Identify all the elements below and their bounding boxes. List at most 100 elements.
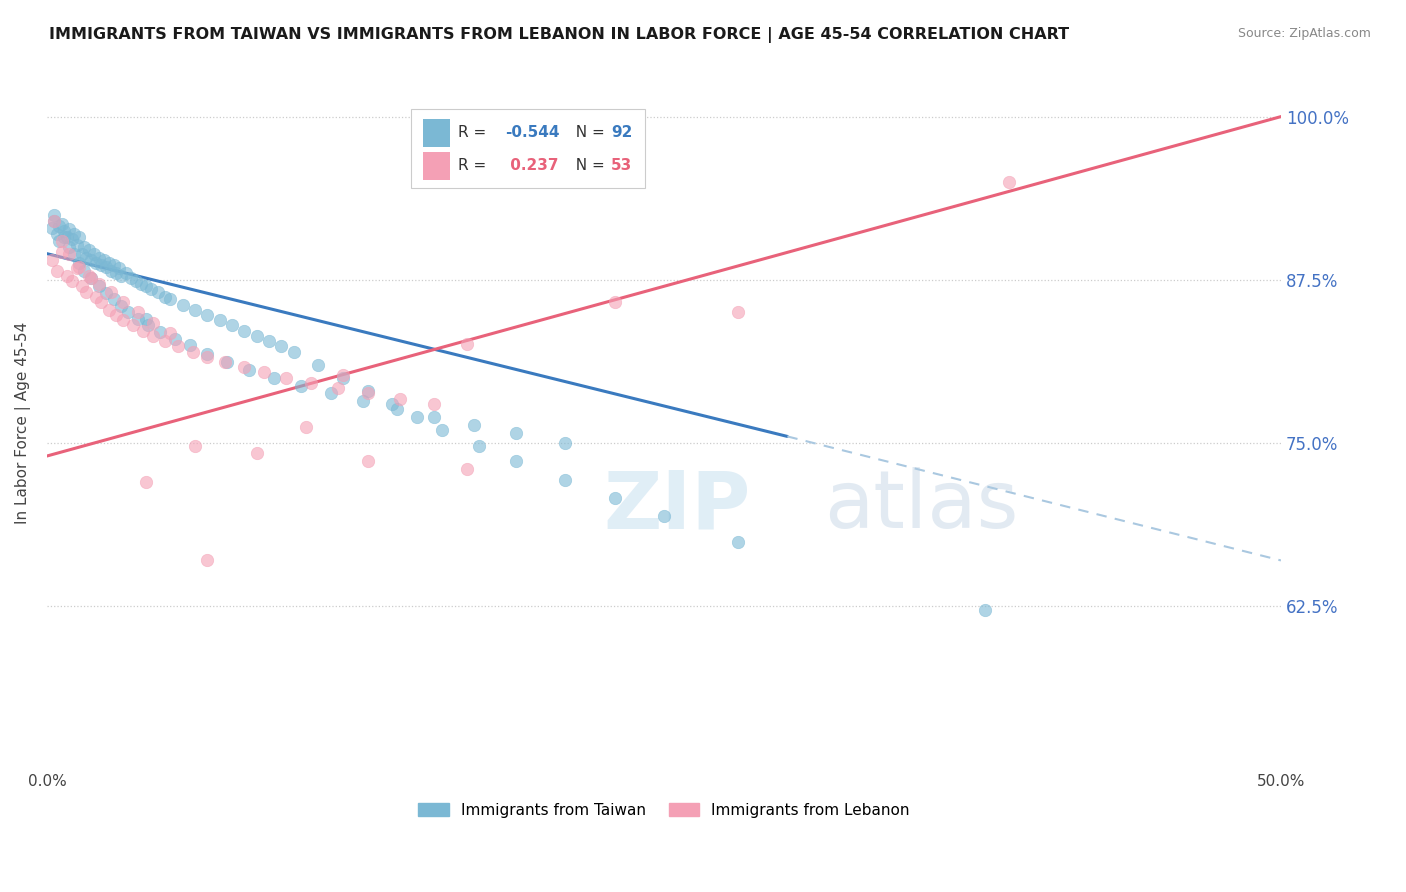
Point [505,454,527,468]
Point [233,324,256,338]
Point [44,207,66,221]
Point [283,344,305,359]
Point [63,227,86,241]
Point [58,246,80,260]
Text: 53: 53 [610,159,633,174]
Point [96,260,118,274]
Point [48,219,70,234]
Point [387,402,409,417]
Point [166,339,188,353]
Point [430,423,453,437]
Point [63,246,86,260]
Point [86,290,108,304]
Point [87,251,110,265]
Point [60,274,83,288]
Point [97,302,120,317]
Point [603,491,626,505]
Point [603,295,626,310]
Point [45,263,67,277]
Point [41,253,63,268]
Point [55,268,77,283]
Text: N =: N = [567,159,610,174]
Point [122,318,145,333]
Text: 0.237: 0.237 [505,159,558,174]
Y-axis label: In Labor Force | Age 45-54: In Labor Force | Age 45-54 [15,322,31,524]
Point [136,318,159,333]
Point [103,293,125,307]
Point [357,384,380,398]
Point [83,246,105,260]
Point [973,603,995,617]
Point [253,366,276,380]
Point [142,329,165,343]
Point [332,368,354,382]
Point [328,381,350,395]
Point [103,259,125,273]
Point [456,462,478,476]
Text: Source: ZipAtlas.com: Source: ZipAtlas.com [1237,27,1371,40]
Point [70,246,93,260]
Bar [423,153,450,180]
Point [135,475,157,489]
Point [197,347,219,361]
Point [115,266,138,280]
Point [51,234,73,248]
Point [55,229,77,244]
Text: IMMIGRANTS FROM TAIWAN VS IMMIGRANTS FROM LEBANON IN LABOR FORCE | AGE 45-54 COR: IMMIGRANTS FROM TAIWAN VS IMMIGRANTS FRO… [49,27,1070,43]
Text: 92: 92 [610,125,633,140]
Point [554,436,576,450]
Point [120,271,142,285]
Point [197,350,219,364]
Text: N =: N = [567,125,610,140]
Point [127,312,149,326]
Point [90,295,112,310]
Point [80,271,103,285]
Point [125,274,148,288]
Point [388,392,411,406]
Point [70,279,93,293]
Point [208,313,231,327]
Point [463,417,485,432]
Point [332,370,354,384]
Point [468,439,491,453]
Point [51,245,73,260]
Point [155,290,177,304]
Point [110,268,132,283]
Point [263,370,285,384]
Point [146,285,169,299]
Point [58,222,80,236]
Point [87,279,110,293]
Point [233,360,256,375]
Point [67,229,90,244]
Point [319,386,342,401]
Point [51,217,73,231]
Point [129,277,152,291]
Point [112,295,135,310]
Point [41,220,63,235]
Point [998,175,1021,189]
Point [159,293,181,307]
Point [107,260,129,275]
Point [93,253,115,268]
Point [142,316,165,330]
Point [110,299,132,313]
Point [652,509,675,524]
Point [80,271,103,285]
Point [357,454,380,468]
Point [65,237,87,252]
Point [246,446,269,460]
Point [127,305,149,319]
Point [75,285,97,299]
Point [554,473,576,487]
Point [238,363,260,377]
Point [184,439,207,453]
Point [135,279,157,293]
Point [105,308,128,322]
Point [197,308,219,322]
Point [727,305,749,319]
Point [159,326,181,341]
FancyBboxPatch shape [411,109,645,188]
Point [132,324,155,338]
Point [217,355,239,369]
Point [184,302,207,317]
